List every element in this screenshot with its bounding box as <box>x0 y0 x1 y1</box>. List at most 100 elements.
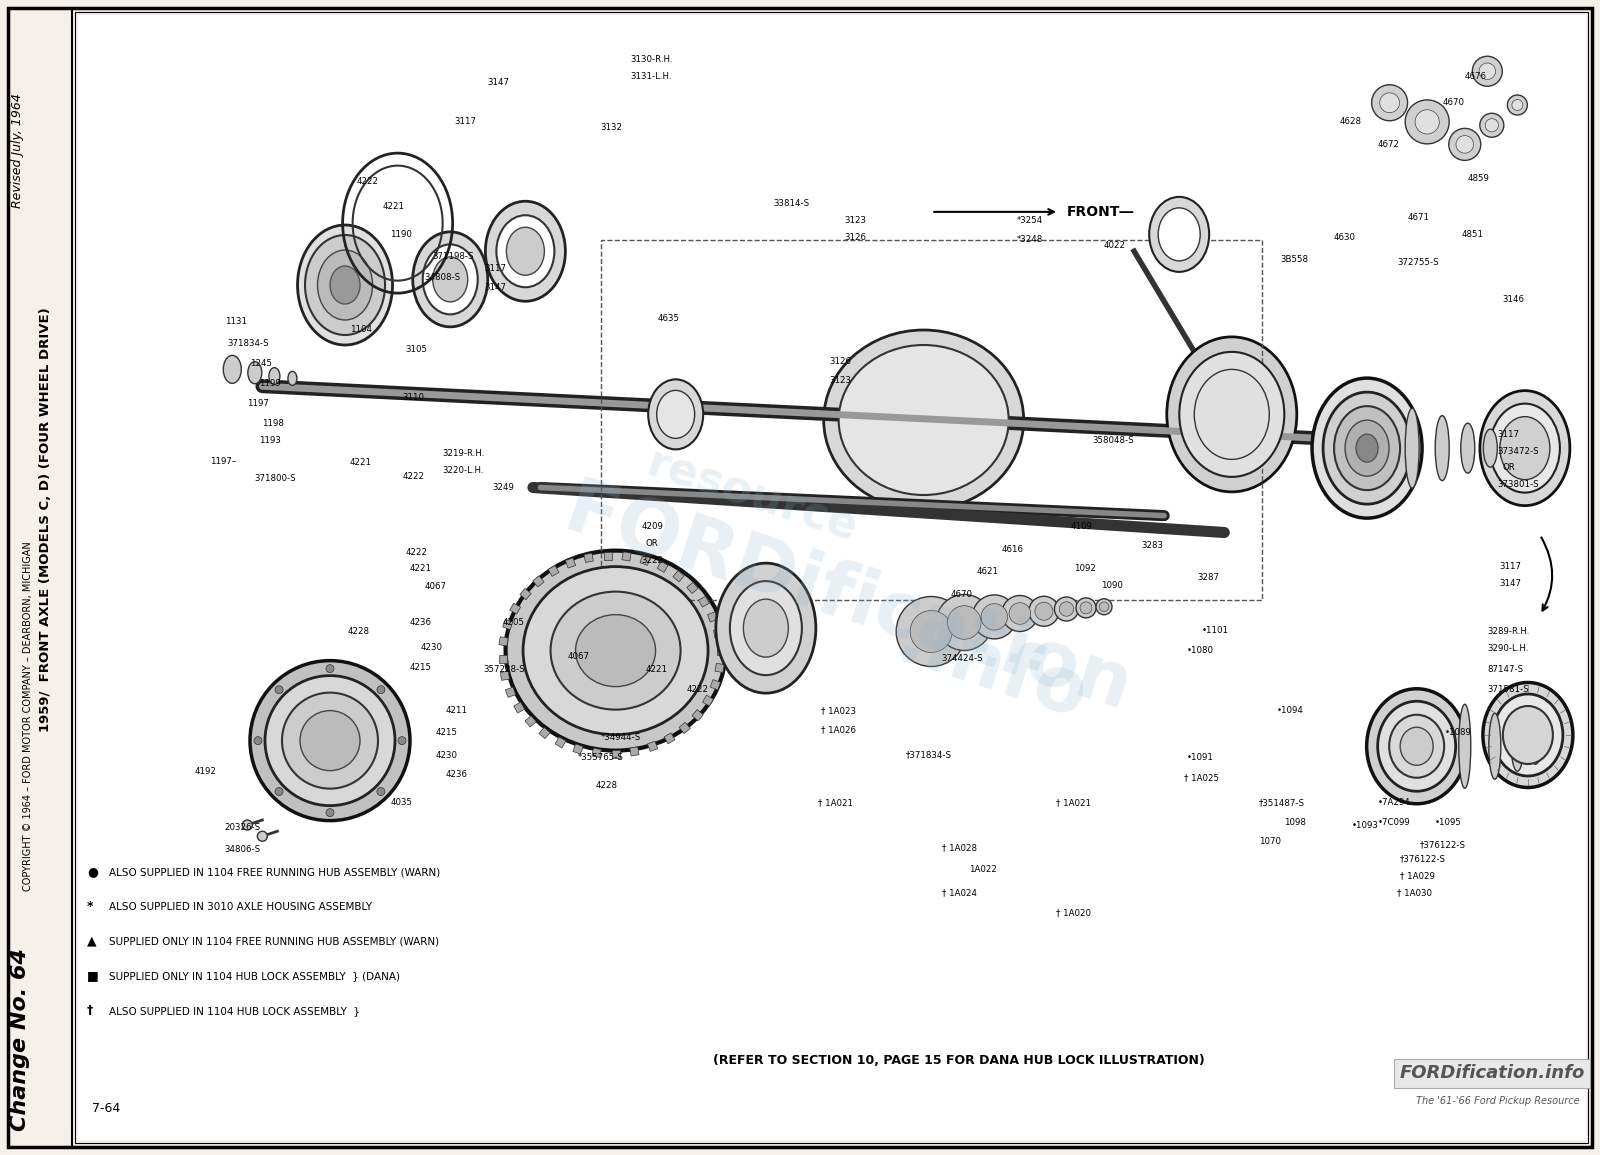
Text: 3132: 3132 <box>600 122 622 132</box>
Bar <box>611 750 619 758</box>
Ellipse shape <box>1490 403 1560 493</box>
Text: 1098: 1098 <box>1285 818 1306 827</box>
Text: † 1A029: † 1A029 <box>1400 871 1435 880</box>
Circle shape <box>1512 99 1523 111</box>
Circle shape <box>1371 84 1408 121</box>
Ellipse shape <box>1490 714 1501 780</box>
Text: 1104: 1104 <box>349 326 371 335</box>
Bar <box>648 742 658 752</box>
Ellipse shape <box>224 356 242 383</box>
Circle shape <box>1448 128 1480 161</box>
Ellipse shape <box>1493 694 1563 776</box>
Ellipse shape <box>1149 196 1210 271</box>
Text: 4236: 4236 <box>446 770 467 778</box>
Bar <box>603 552 611 560</box>
Text: *3254: *3254 <box>1018 216 1043 225</box>
Text: 1A022: 1A022 <box>968 865 997 874</box>
Ellipse shape <box>330 266 360 304</box>
Text: ■: ■ <box>86 969 99 983</box>
Text: 87147-S: 87147-S <box>1488 665 1523 675</box>
Text: 4628: 4628 <box>1341 118 1362 126</box>
Text: •1101: •1101 <box>1202 626 1229 635</box>
Text: ALSO SUPPLIED IN 1104 FREE RUNNING HUB ASSEMBLY (WARN): ALSO SUPPLIED IN 1104 FREE RUNNING HUB A… <box>109 867 440 877</box>
Text: 4209: 4209 <box>642 522 662 531</box>
Text: 4222: 4222 <box>357 177 379 186</box>
Text: †371834-S: †371834-S <box>906 751 952 760</box>
Text: ALSO SUPPLIED IN 3010 AXLE HOUSING ASSEMBLY: ALSO SUPPLIED IN 3010 AXLE HOUSING ASSEM… <box>109 902 373 911</box>
Text: 4035: 4035 <box>390 798 413 807</box>
Text: 1198: 1198 <box>262 419 285 427</box>
Text: •1094: •1094 <box>1277 706 1304 715</box>
Text: •1093: •1093 <box>1352 820 1379 829</box>
Ellipse shape <box>1502 434 1517 462</box>
Text: SUPPLIED ONLY IN 1104 HUB LOCK ASSEMBLY  } (DANA): SUPPLIED ONLY IN 1104 HUB LOCK ASSEMBLY … <box>109 971 400 981</box>
Text: 3220-L.H.: 3220-L.H. <box>443 467 485 475</box>
Ellipse shape <box>1323 393 1411 504</box>
Text: 4221: 4221 <box>382 202 405 210</box>
Text: 3289-R.H.: 3289-R.H. <box>1488 627 1530 636</box>
Text: 3117: 3117 <box>1499 561 1522 571</box>
Circle shape <box>1405 99 1450 144</box>
Text: 4230: 4230 <box>435 751 458 760</box>
Ellipse shape <box>656 390 694 439</box>
Text: 1131: 1131 <box>224 316 246 326</box>
Bar <box>717 647 725 655</box>
Text: SUPPLIED ONLY IN 1104 FREE RUNNING HUB ASSEMBLY (WARN): SUPPLIED ONLY IN 1104 FREE RUNNING HUB A… <box>109 937 438 946</box>
Ellipse shape <box>432 256 467 301</box>
Text: 3105: 3105 <box>405 344 427 353</box>
Ellipse shape <box>648 379 702 449</box>
Ellipse shape <box>248 362 262 383</box>
Text: 4859: 4859 <box>1467 173 1490 182</box>
Bar <box>520 588 531 599</box>
Text: 3126: 3126 <box>845 233 866 243</box>
Ellipse shape <box>1461 423 1475 474</box>
Text: 4616: 4616 <box>1002 545 1024 554</box>
Bar <box>510 603 520 614</box>
Text: 1190: 1190 <box>390 230 411 239</box>
Text: 358048-S: 358048-S <box>1093 435 1134 445</box>
Text: 3147: 3147 <box>1499 579 1522 588</box>
Text: 4109: 4109 <box>1070 522 1093 531</box>
Bar <box>702 695 714 706</box>
Circle shape <box>242 820 253 830</box>
Bar <box>678 722 690 733</box>
Text: 3B558: 3B558 <box>1280 254 1307 263</box>
Circle shape <box>1077 598 1096 618</box>
Text: Revised July, 1964: Revised July, 1964 <box>11 94 24 208</box>
Text: 4222: 4222 <box>405 549 427 557</box>
Text: 1197–: 1197– <box>210 457 237 467</box>
Circle shape <box>378 788 386 796</box>
Text: 3131-L.H.: 3131-L.H. <box>630 73 672 81</box>
Text: †: † <box>86 1004 93 1018</box>
Text: 4236: 4236 <box>410 618 432 627</box>
Bar <box>715 663 725 672</box>
Ellipse shape <box>1312 378 1422 519</box>
Text: COPYRIGHT © 1964 – FORD MOTOR COMPANY – DEARBORN, MICHIGAN: COPYRIGHT © 1964 – FORD MOTOR COMPANY – … <box>22 542 34 891</box>
Text: 4221: 4221 <box>646 665 667 675</box>
Text: 4222: 4222 <box>686 686 709 694</box>
Circle shape <box>981 604 1008 631</box>
Text: 371198-S: 371198-S <box>432 253 474 261</box>
Circle shape <box>299 710 360 770</box>
Circle shape <box>250 661 410 820</box>
Ellipse shape <box>838 345 1008 495</box>
Bar <box>640 556 650 565</box>
Text: •7A294: •7A294 <box>1378 798 1410 807</box>
Text: 3117: 3117 <box>1498 430 1520 439</box>
Ellipse shape <box>298 225 392 345</box>
Bar <box>630 747 638 757</box>
Text: 3126: 3126 <box>829 357 851 366</box>
Text: 3222: 3222 <box>642 556 662 565</box>
Circle shape <box>378 686 386 694</box>
Circle shape <box>275 788 283 796</box>
Text: OR: OR <box>646 539 658 549</box>
Ellipse shape <box>550 591 680 709</box>
Circle shape <box>1054 597 1078 621</box>
Text: 4228: 4228 <box>349 627 370 636</box>
Text: 371581-S: 371581-S <box>1488 686 1530 694</box>
Circle shape <box>282 693 378 789</box>
Text: 1193: 1193 <box>259 435 282 445</box>
Bar <box>664 733 675 744</box>
Circle shape <box>1002 596 1038 632</box>
Text: 373472-S: 373472-S <box>1498 447 1539 456</box>
